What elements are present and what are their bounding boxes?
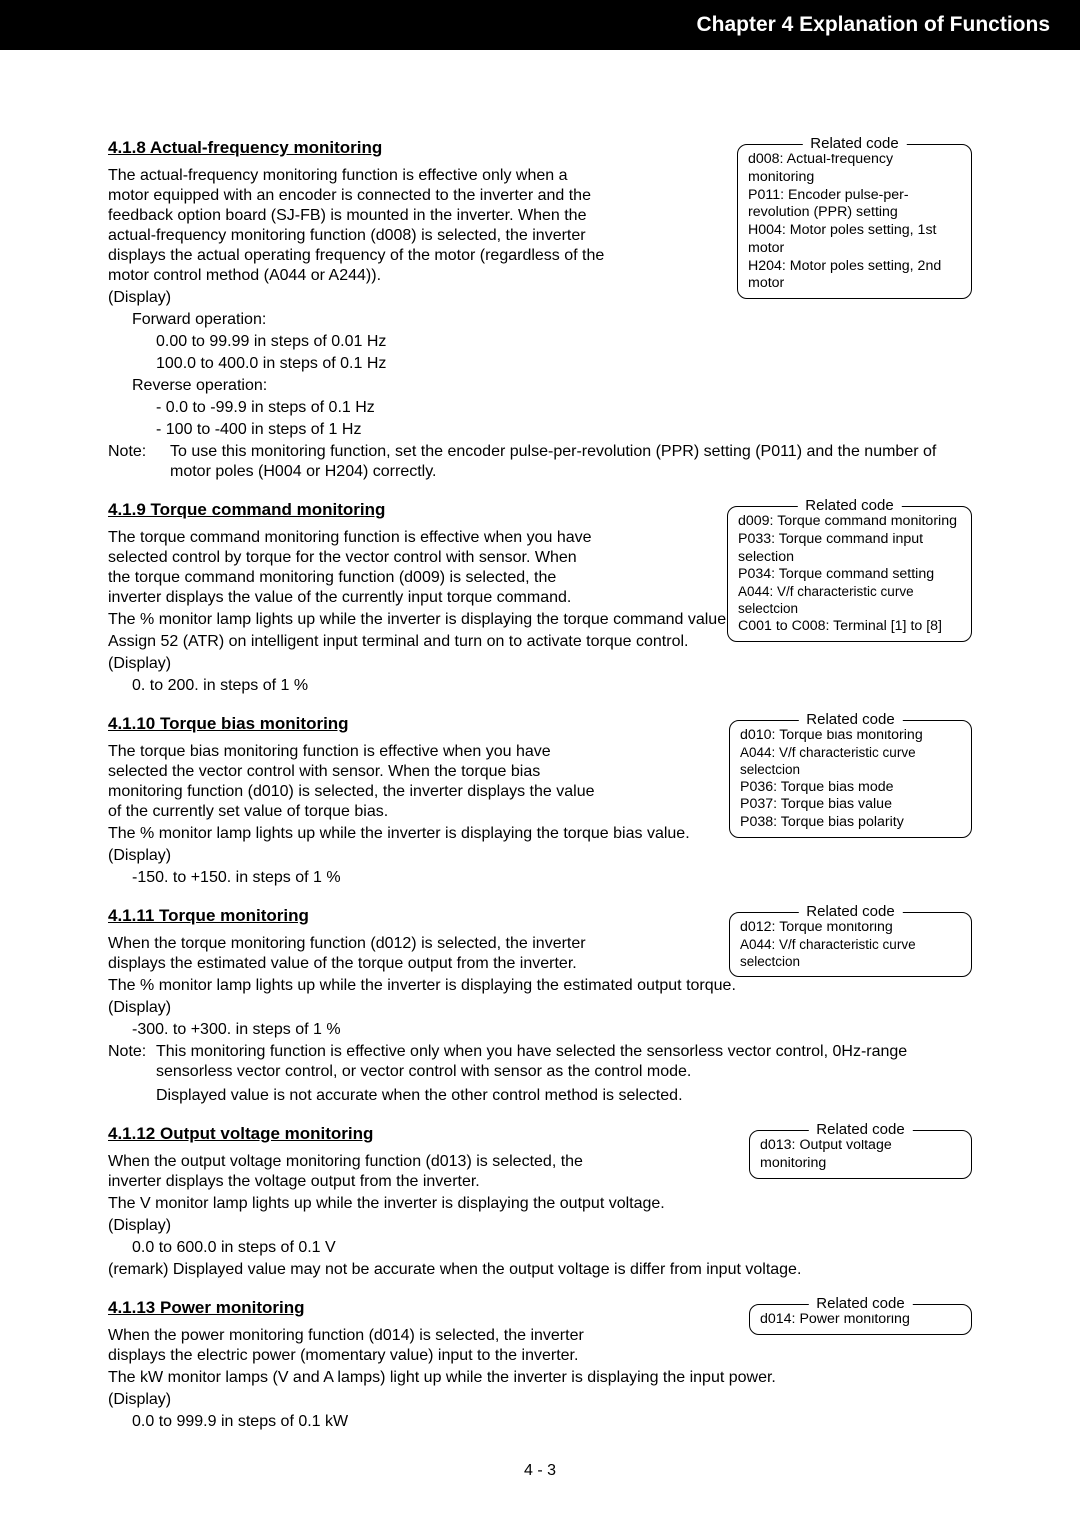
section-text: The torque bias monitoring function is e… (108, 742, 598, 822)
section-4111: Related code d012: Torque monitoring A04… (108, 906, 972, 1106)
remark-text: (remark) Displayed value may not be accu… (108, 1260, 972, 1280)
related-code-box-4112: Related code d013: Output voltage monito… (749, 1130, 972, 1179)
related-code-legend: Related code (802, 135, 906, 154)
display-label: (Display) (108, 1216, 972, 1236)
forward-line: 0.00 to 99.99 in steps of 0.01 Hz (108, 332, 972, 352)
related-code-legend: Related code (808, 1121, 912, 1140)
related-code-item: P038: Torque bias polarity (740, 814, 961, 832)
page-number: 4 - 3 (108, 1462, 972, 1480)
related-code-item: A044: V/f characteristic curve selectcio… (740, 745, 961, 779)
display-line: -150. to +150. in steps of 1 % (108, 868, 972, 888)
related-code-item: P011: Encoder pulse-per-revolution (PPR)… (748, 187, 961, 223)
section-text: The torque command monitoring function i… (108, 528, 598, 608)
display-label: (Display) (108, 1390, 972, 1410)
section-419: Related code d009: Torque command monito… (108, 500, 972, 696)
related-code-legend: Related code (797, 497, 901, 516)
display-line: 0.0 to 600.0 in steps of 0.1 V (108, 1238, 972, 1258)
note-label: Note: (108, 1042, 156, 1082)
related-code-item: C001 to C008: Terminal [1] to [8] (738, 618, 961, 636)
section-text: When the torque monitoring function (d01… (108, 934, 598, 974)
forward-line: 100.0 to 400.0 in steps of 0.1 Hz (108, 354, 972, 374)
related-code-item: d013: Output voltage monitoring (760, 1137, 961, 1173)
section-4112: Related code d013: Output voltage monito… (108, 1124, 972, 1280)
section-4113: Related code d014: Power monitoring 4.1.… (108, 1298, 972, 1432)
page-body: Related code d008: Actual-frequency moni… (0, 78, 1080, 1520)
related-code-item: P037: Torque bias value (740, 796, 961, 814)
related-code-legend: Related code (808, 1295, 912, 1314)
reverse-line: - 0.0 to -99.9 in steps of 0.1 Hz (108, 398, 972, 418)
display-label: (Display) (108, 846, 972, 866)
related-code-box-418: Related code d008: Actual-frequency moni… (737, 144, 972, 299)
display-label: (Display) (108, 654, 972, 674)
chapter-banner: Chapter 4 Explanation of Functions (0, 0, 1080, 50)
reverse-line: - 100 to -400 in steps of 1 Hz (108, 420, 972, 440)
related-code-box-4111: Related code d012: Torque monitoring A04… (729, 912, 972, 977)
related-code-item: H204: Motor poles setting, 2nd motor (748, 258, 961, 294)
note-label: Note: (108, 442, 170, 482)
note-text: To use this monitoring function, set the… (170, 442, 972, 482)
related-code-item: A044: V/f characteristic curve selectcio… (740, 937, 961, 971)
related-code-legend: Related code (798, 903, 902, 922)
section-text: The actual-frequency monitoring function… (108, 166, 608, 286)
display-line: -300. to +300. in steps of 1 % (108, 1020, 972, 1040)
related-code-item: d008: Actual-frequency monitoring (748, 151, 961, 187)
note-row: Note: To use this monitoring function, s… (108, 442, 972, 482)
note-text: This monitoring function is effective on… (156, 1042, 972, 1082)
display-label: (Display) (108, 998, 972, 1018)
section-text: When the output voltage monitoring funct… (108, 1152, 598, 1192)
related-code-item: H004: Motor poles setting, 1st motor (748, 222, 961, 258)
section-text: The kW monitor lamps (V and A lamps) lig… (108, 1368, 972, 1388)
section-418: Related code d008: Actual-frequency moni… (108, 138, 972, 482)
related-code-item: P036: Torque bias mode (740, 779, 961, 797)
section-text: The V monitor lamp lights up while the i… (108, 1194, 972, 1214)
display-line: 0.0 to 999.9 in steps of 0.1 kW (108, 1412, 972, 1432)
note-row: Note: This monitoring function is effect… (108, 1042, 972, 1082)
section-text: The % monitor lamp lights up while the i… (108, 976, 972, 996)
related-code-item: P034: Torque command setting (738, 566, 961, 584)
related-code-box-4113: Related code d014: Power monitoring (749, 1304, 972, 1335)
reverse-label: Reverse operation: (108, 376, 972, 396)
section-text: When the power monitoring function (d014… (108, 1326, 598, 1366)
related-code-box-4110: Related code d010: Torque bias monitorin… (729, 720, 972, 838)
display-line: 0. to 200. in steps of 1 % (108, 676, 972, 696)
section-4110: Related code d010: Torque bias monitorin… (108, 714, 972, 888)
forward-label: Forward operation: (108, 310, 972, 330)
related-code-item: A044: V/f characteristic curve selectcio… (738, 584, 961, 618)
related-code-item: P033: Torque command input selection (738, 531, 961, 567)
related-code-box-419: Related code d009: Torque command monito… (727, 506, 972, 642)
related-code-legend: Related code (798, 711, 902, 730)
note-text: Displayed value is not accurate when the… (108, 1086, 972, 1106)
